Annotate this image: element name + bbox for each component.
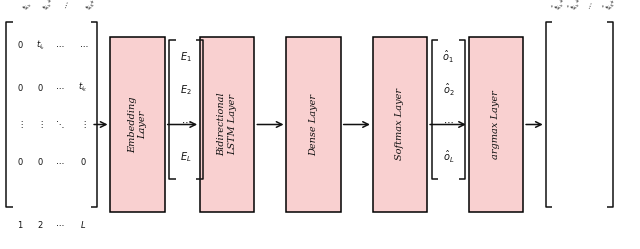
Text: $\ldots$: $\ldots$ bbox=[60, 0, 70, 10]
Text: $t_{i_K}$: $t_{i_K}$ bbox=[78, 80, 88, 94]
Text: $E_2$: $E_2$ bbox=[180, 83, 192, 97]
Text: $\hat{o}_2$: $\hat{o}_2$ bbox=[442, 82, 454, 98]
Text: $L$: $L$ bbox=[80, 219, 86, 230]
Text: $t_{i_k+1}$: $t_{i_k+1}$ bbox=[40, 0, 58, 12]
Text: $0$: $0$ bbox=[17, 82, 24, 93]
Text: $0$: $0$ bbox=[17, 39, 24, 50]
Text: $t_{i_k}$: $t_{i_k}$ bbox=[36, 38, 45, 52]
Bar bbox=[200, 37, 255, 212]
Text: Softmax Layer: Softmax Layer bbox=[396, 88, 404, 161]
Text: $t_{i_K\!+\!M_K\!-\!1}$: $t_{i_K\!+\!M_K\!-\!1}$ bbox=[83, 0, 104, 12]
Text: $\hat{t}_{i_k+2}$: $\hat{t}_{i_k+2}$ bbox=[567, 0, 586, 12]
Text: Bidirectional
LSTM Layer: Bidirectional LSTM Layer bbox=[218, 93, 237, 156]
Text: $\cdots$: $\cdots$ bbox=[56, 220, 65, 228]
Text: $\ddots$: $\ddots$ bbox=[56, 119, 65, 130]
Text: $E_1$: $E_1$ bbox=[180, 50, 192, 64]
Text: $\cdots$: $\cdots$ bbox=[56, 41, 65, 49]
Text: $\vdots$: $\vdots$ bbox=[80, 119, 86, 130]
Text: $\cdots$: $\cdots$ bbox=[585, 0, 595, 10]
Text: $\hat{o}_L$: $\hat{o}_L$ bbox=[443, 149, 454, 165]
Text: $\cdots$: $\cdots$ bbox=[56, 83, 65, 91]
Bar bbox=[468, 37, 524, 212]
Text: $0$: $0$ bbox=[17, 156, 24, 167]
Text: Dense Layer: Dense Layer bbox=[309, 94, 318, 155]
Text: $0$: $0$ bbox=[37, 156, 44, 167]
Text: argmax Layer: argmax Layer bbox=[492, 90, 500, 159]
Text: $\cdots$: $\cdots$ bbox=[56, 158, 65, 166]
Text: $\cdots$: $\cdots$ bbox=[443, 118, 454, 126]
Text: $\cdots$: $\cdots$ bbox=[79, 41, 88, 49]
Text: $1$: $1$ bbox=[17, 219, 24, 230]
Text: $t_{i_k}$: $t_{i_k}$ bbox=[20, 0, 35, 12]
Text: $\hat{o}_1$: $\hat{o}_1$ bbox=[442, 49, 454, 65]
Text: $\hat{t}_{i_K\!+\!M_K}$: $\hat{t}_{i_K\!+\!M_K}$ bbox=[602, 0, 623, 12]
Text: $\vdots$: $\vdots$ bbox=[37, 119, 44, 130]
Text: $\vdots$: $\vdots$ bbox=[17, 119, 24, 130]
Text: $E_L$: $E_L$ bbox=[180, 150, 191, 164]
Bar bbox=[110, 37, 165, 212]
Text: $\cdots$: $\cdots$ bbox=[180, 118, 191, 126]
Bar bbox=[287, 37, 340, 212]
Bar bbox=[372, 37, 428, 212]
Text: $\hat{t}_{i_k+1}$: $\hat{t}_{i_k+1}$ bbox=[550, 0, 570, 12]
Text: $2$: $2$ bbox=[37, 219, 44, 230]
Text: $0$: $0$ bbox=[80, 156, 86, 167]
Text: $0$: $0$ bbox=[37, 82, 44, 93]
Text: Embedding
Layer: Embedding Layer bbox=[128, 96, 147, 153]
